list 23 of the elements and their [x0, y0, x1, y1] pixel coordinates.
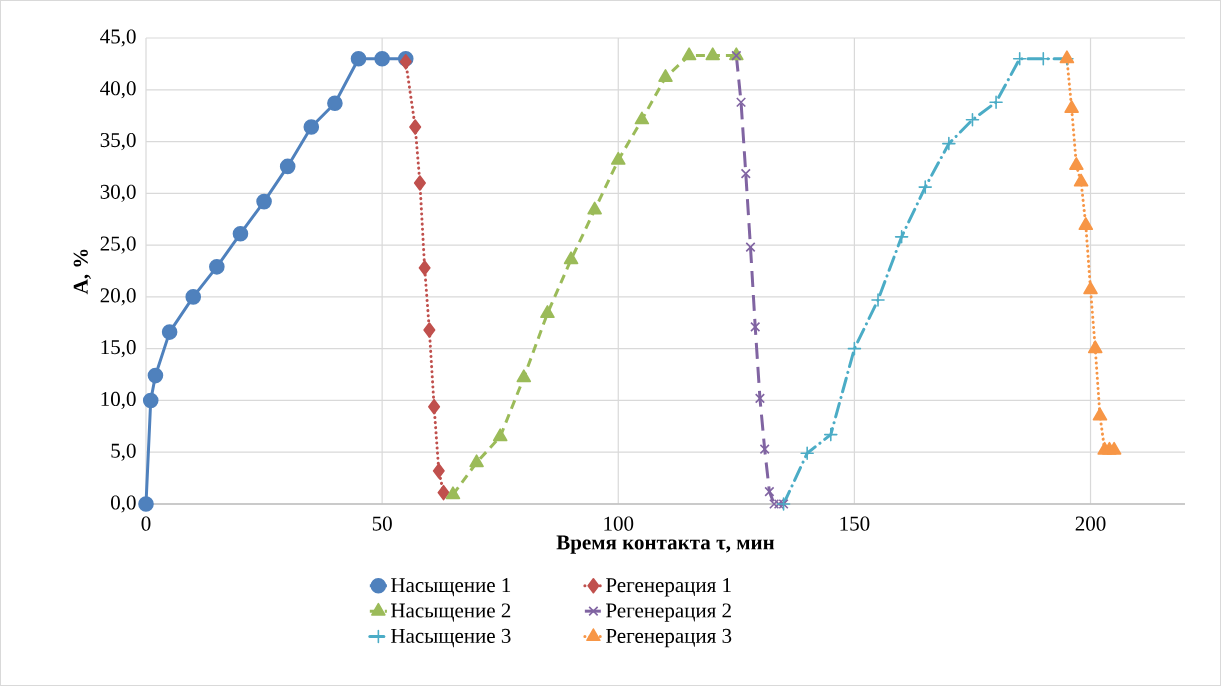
- legend-label: Насыщение 2: [391, 603, 511, 622]
- y-tick-label: 45,0: [100, 29, 136, 47]
- legend-label: Насыщение 1: [391, 578, 511, 597]
- x-tick-label: 50: [372, 516, 392, 531]
- y-tick-label: 40,0: [100, 81, 136, 99]
- x-tick-label: 200: [1075, 516, 1106, 531]
- x-tick-label: 0: [141, 516, 151, 531]
- legend-label: Регенерация 1: [606, 578, 731, 597]
- y-axis-title: А, %: [73, 249, 91, 295]
- legend-label: Насыщение 3: [391, 628, 511, 648]
- y-tick-label: 20,0: [100, 288, 136, 306]
- legend-label: Регенерация 2: [606, 603, 731, 622]
- y-tick-label: 5,0: [111, 443, 136, 461]
- y-tick-label: 30,0: [100, 184, 136, 202]
- y-tick-label: 15,0: [101, 340, 136, 358]
- x-tick-label: 150: [840, 516, 870, 531]
- x-axis-title: Время контакта τ, мин: [556, 535, 775, 554]
- y-tick-label: 0,0: [111, 495, 136, 513]
- y-tick-label: 35,0: [100, 132, 136, 151]
- legend-label: Регенерация 3: [606, 628, 732, 648]
- x-tick-label: 100: [604, 516, 634, 531]
- y-tick-label: 25,0: [100, 236, 136, 254]
- y-tick-label: 10,0: [101, 391, 136, 410]
